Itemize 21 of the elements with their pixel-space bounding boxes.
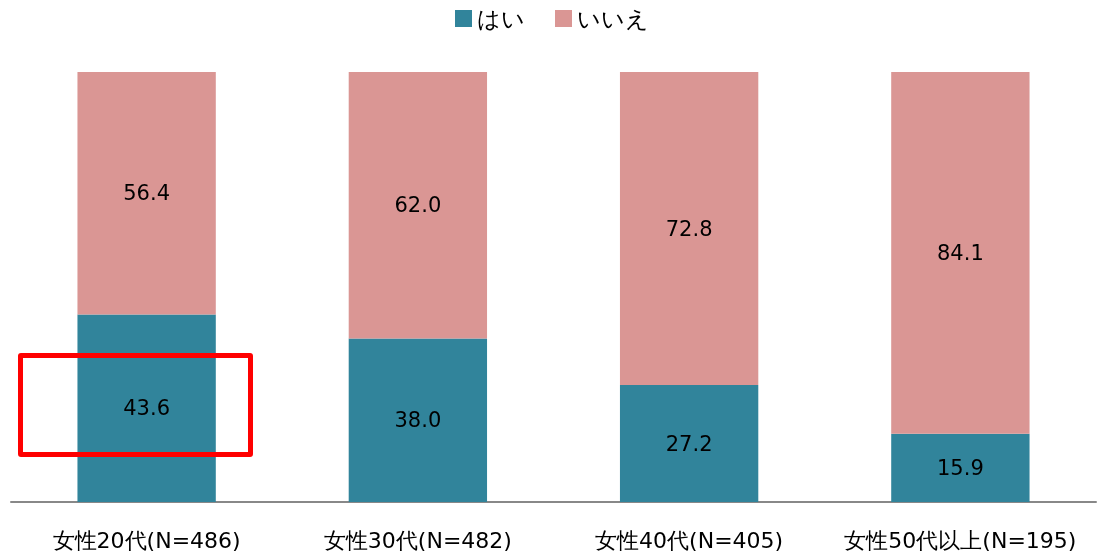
bar [348, 338, 488, 502]
data-label: 38.0 [394, 408, 442, 433]
data-label: 27.2 [665, 431, 713, 456]
legend-label: はい [477, 5, 525, 32]
data-label: 56.4 [123, 181, 171, 206]
bar [891, 72, 1030, 434]
data-label: 15.9 [936, 455, 984, 480]
data-label: 62.0 [394, 193, 442, 218]
bar [891, 433, 1030, 502]
x-tick-label: 女性30代(N=482) [323, 527, 512, 553]
data-label: 43.6 [123, 396, 171, 421]
bar [77, 72, 216, 315]
bar [619, 385, 759, 502]
data-label: 72.8 [665, 216, 713, 241]
legend-label: いいえ [577, 5, 649, 32]
x-tick-label: 女性40代(N=405) [595, 527, 784, 553]
bar [348, 72, 488, 339]
bar [619, 72, 759, 386]
data-label: 84.1 [936, 240, 984, 265]
x-tick-label: 女性50代以上(N=195) [844, 527, 1077, 553]
x-tick-label: 女性20代(N=486) [52, 527, 241, 553]
